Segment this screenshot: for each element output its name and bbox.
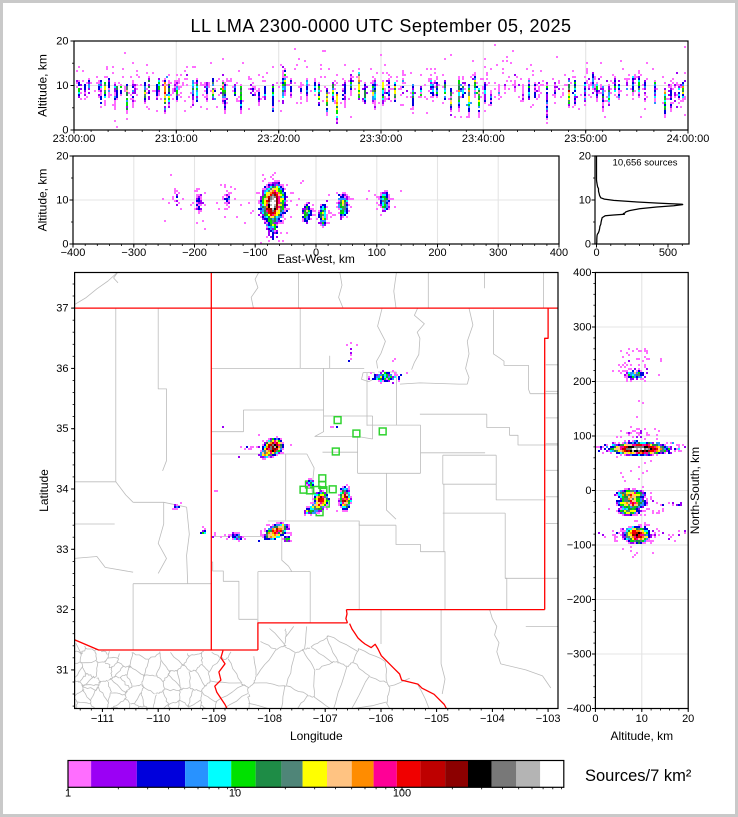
svg-text:10: 10 — [56, 195, 68, 207]
svg-text:−400: −400 — [567, 703, 592, 715]
svg-text:20: 20 — [56, 151, 68, 163]
svg-text:−300: −300 — [121, 247, 146, 259]
svg-text:100: 100 — [368, 247, 386, 259]
svg-text:100: 100 — [573, 431, 591, 443]
svg-text:−100: −100 — [567, 540, 592, 552]
svg-text:−105: −105 — [424, 713, 449, 725]
svg-text:20: 20 — [682, 713, 694, 725]
svg-text:−400: −400 — [61, 247, 86, 259]
svg-text:100: 100 — [393, 788, 411, 800]
svg-text:−110: −110 — [146, 713, 170, 725]
svg-text:−109: −109 — [201, 713, 226, 725]
svg-text:36: 36 — [56, 363, 68, 375]
svg-text:−103: −103 — [536, 713, 561, 725]
svg-text:300: 300 — [489, 247, 507, 259]
svg-text:35: 35 — [56, 423, 68, 435]
svg-text:Altitude, km: Altitude, km — [610, 729, 673, 743]
svg-text:23:50:00: 23:50:00 — [564, 133, 607, 145]
svg-text:0: 0 — [62, 125, 68, 137]
svg-text:10: 10 — [579, 195, 591, 207]
svg-text:−108: −108 — [257, 713, 282, 725]
svg-text:Altitude, km: Altitude, km — [36, 169, 50, 232]
svg-text:33: 33 — [56, 544, 68, 556]
svg-text:North-South, km: North-South, km — [688, 447, 702, 534]
svg-text:0: 0 — [592, 713, 598, 725]
svg-text:−100: −100 — [243, 247, 268, 259]
svg-text:400: 400 — [573, 267, 591, 279]
svg-text:23:00:00: 23:00:00 — [53, 133, 96, 145]
svg-text:34: 34 — [56, 484, 68, 496]
svg-text:Longitude: Longitude — [290, 729, 343, 743]
svg-text:200: 200 — [428, 247, 446, 259]
svg-text:0: 0 — [585, 485, 591, 497]
svg-text:Altitude, km: Altitude, km — [36, 54, 50, 117]
svg-text:23:40:00: 23:40:00 — [462, 133, 505, 145]
svg-text:LL LMA 2300-0000 UTC September: LL LMA 2300-0000 UTC September 05, 2025 — [190, 16, 571, 36]
svg-text:−300: −300 — [567, 649, 592, 661]
svg-text:−106: −106 — [369, 713, 394, 725]
svg-text:500: 500 — [659, 247, 677, 259]
svg-text:East-West, km: East-West, km — [277, 252, 355, 266]
svg-text:−111: −111 — [91, 713, 114, 725]
svg-text:23:30:00: 23:30:00 — [360, 133, 403, 145]
svg-text:300: 300 — [573, 322, 591, 334]
svg-text:−200: −200 — [182, 247, 207, 259]
svg-text:10: 10 — [56, 80, 68, 92]
svg-text:0: 0 — [313, 247, 319, 259]
svg-text:37: 37 — [56, 303, 68, 315]
svg-text:24:00:00: 24:00:00 — [667, 133, 710, 145]
svg-text:200: 200 — [573, 376, 591, 388]
svg-text:23:10:00: 23:10:00 — [155, 133, 198, 145]
svg-text:Latitude: Latitude — [37, 469, 51, 512]
svg-text:10: 10 — [229, 788, 241, 800]
svg-text:10,656 sources: 10,656 sources — [613, 158, 678, 169]
svg-text:1: 1 — [65, 788, 71, 800]
svg-text:−200: −200 — [567, 594, 592, 606]
svg-text:31: 31 — [56, 664, 68, 676]
svg-text:0: 0 — [585, 239, 591, 251]
svg-text:0: 0 — [62, 239, 68, 251]
svg-text:400: 400 — [550, 247, 568, 259]
svg-text:−104: −104 — [480, 713, 505, 725]
svg-text:Sources/7 km²: Sources/7 km² — [585, 767, 692, 785]
svg-text:10: 10 — [636, 713, 648, 725]
svg-text:32: 32 — [56, 604, 68, 616]
svg-text:23:20:00: 23:20:00 — [257, 133, 300, 145]
svg-text:0: 0 — [593, 247, 599, 259]
svg-text:20: 20 — [56, 36, 68, 48]
svg-text:−107: −107 — [313, 713, 338, 725]
svg-text:20: 20 — [579, 151, 591, 163]
